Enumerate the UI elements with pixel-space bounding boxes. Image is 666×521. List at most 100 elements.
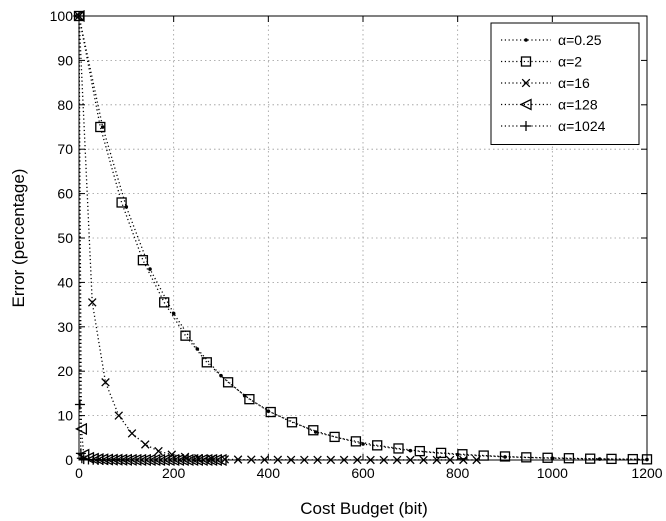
marker-x [366, 455, 375, 465]
marker-plus [121, 454, 132, 465]
x-tick-label: 400 [257, 465, 281, 481]
marker-square [265, 406, 276, 418]
marker-x [273, 455, 283, 465]
marker-x [326, 455, 336, 465]
marker-square [329, 431, 340, 443]
axes: 0 200 400 600 800 1000 1200 0 10 20 30 40 50 60 70 80 90… [50, 8, 663, 481]
legend-box [490, 22, 640, 145]
marker-plus [74, 399, 85, 410]
marker-square [201, 357, 212, 368]
marker-point [645, 457, 649, 462]
marker-triangle-left [214, 453, 227, 467]
marker-point [100, 125, 105, 129]
y-tick-label: 70 [57, 141, 73, 157]
series-2 [73, 10, 653, 465]
y-tick-label: 30 [57, 319, 73, 335]
series-5 [74, 11, 132, 465]
marker-triangle-left [519, 98, 532, 111]
marker-point [148, 267, 152, 271]
marker-square [180, 330, 191, 341]
marker-square [393, 443, 404, 454]
marker-square [520, 56, 532, 67]
series-group [72, 9, 653, 467]
series-4 [72, 9, 227, 467]
marker-point [195, 347, 200, 351]
marker-x [286, 455, 296, 465]
marker-x [419, 455, 428, 465]
legend-label: α=0.25 [558, 32, 602, 48]
marker-square [372, 440, 383, 451]
marker-plus [74, 11, 84, 21]
marker-square [521, 452, 532, 463]
marker-square [244, 394, 255, 405]
marker-square [286, 417, 298, 428]
marker-x [459, 455, 468, 465]
marker-x [154, 446, 163, 456]
marker-square [159, 297, 170, 308]
marker-square [499, 451, 511, 462]
marker-square [308, 425, 319, 436]
marker-plus [75, 448, 86, 459]
marker-plus [521, 121, 531, 131]
y-tick-label: 100 [50, 8, 74, 24]
marker-x [300, 455, 309, 465]
marker-x [101, 378, 110, 387]
legend-entry: α=128 [501, 97, 598, 113]
y-tick-label: 80 [57, 97, 73, 113]
marker-x [141, 440, 150, 449]
marker-x [392, 455, 402, 465]
legend-label: α=16 [558, 75, 590, 91]
y-tick-label: 90 [57, 52, 73, 68]
marker-x [247, 455, 256, 464]
marker-point [524, 38, 528, 42]
y-tick-label: 0 [65, 452, 73, 468]
marker-square [435, 447, 447, 459]
marker-square [585, 453, 596, 464]
marker-x [127, 429, 137, 438]
legend-label: α=128 [558, 97, 598, 113]
marker-x [472, 455, 481, 465]
legend-entry: α=2 [501, 54, 582, 70]
marker-x [521, 78, 531, 88]
marker-x [313, 455, 322, 465]
marker-x [233, 455, 243, 464]
y-tick-label: 50 [57, 230, 73, 246]
series-line-4 [78, 15, 221, 461]
x-tick-label: 1000 [537, 465, 568, 481]
y-tick-label: 20 [57, 363, 73, 379]
marker-square [222, 377, 234, 388]
marker-square [478, 450, 489, 461]
marker-square [542, 452, 553, 463]
marker-square [414, 445, 425, 457]
x-tick-label: 600 [351, 465, 375, 481]
marker-triangle-left [74, 422, 88, 435]
legend-entry: α=16 [501, 75, 590, 91]
marker-point [171, 311, 176, 316]
y-tick-label: 40 [57, 274, 73, 290]
marker-x [114, 411, 124, 420]
series-line-2 [78, 15, 648, 460]
x-tick-label: 1200 [631, 465, 662, 481]
legend-entry: α=0.25 [501, 32, 602, 48]
legend: α=0.25 α=2 α=16 α=128 α=1024 [490, 22, 640, 145]
marker-square [116, 197, 127, 208]
marker-square [563, 453, 575, 464]
marker-square [627, 453, 638, 465]
marker-square [137, 255, 149, 266]
legend-label: α=2 [558, 54, 582, 70]
legend-label: α=1024 [558, 118, 606, 134]
marker-x [379, 455, 389, 465]
marker-x [260, 455, 269, 464]
marker-x [445, 455, 455, 465]
marker-x [406, 455, 415, 465]
marker-square [606, 453, 617, 465]
y-tick-label: 10 [57, 408, 73, 424]
marker-square [350, 436, 362, 447]
marker-x [339, 455, 349, 465]
marker-square [95, 121, 106, 133]
marker-x [353, 455, 362, 465]
x-tick-label: 0 [75, 465, 83, 481]
marker-point [313, 430, 318, 434]
